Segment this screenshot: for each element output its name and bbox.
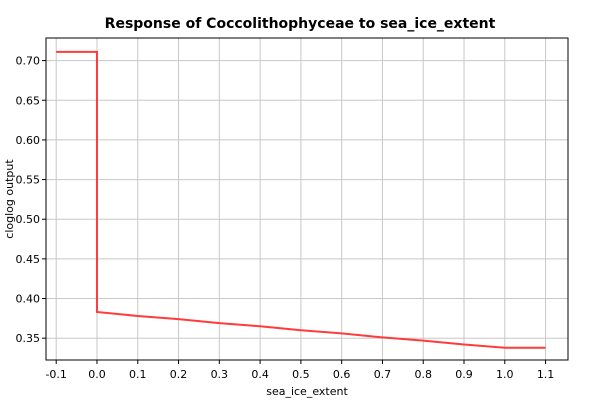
x-tick-label: 0.0	[88, 368, 106, 381]
x-tick-label: -0.1	[45, 368, 66, 381]
x-tick-label: 0.1	[129, 368, 147, 381]
y-axis-label: cloglog output	[3, 159, 16, 239]
x-tick-label: 0.5	[292, 368, 310, 381]
x-axis-label: sea_ice_extent	[266, 385, 348, 398]
x-tick-label: 0.2	[170, 368, 188, 381]
x-tick-label: 1.1	[537, 368, 555, 381]
grid	[46, 38, 568, 360]
response-curve	[56, 50, 546, 349]
x-tick-label: 0.9	[455, 368, 473, 381]
y-tick-label: 0.40	[16, 293, 41, 306]
x-tick-label: 0.3	[211, 368, 229, 381]
y-tick-label: 0.70	[16, 55, 41, 68]
x-tick-label: 0.6	[333, 368, 351, 381]
axis-ticks: -0.1 0.0 0.1 0.2 0.3 0.4 0.5 0.6 0.7 0.8 0.9 1.0 1.1…	[16, 55, 555, 381]
x-tick-label: 0.8	[414, 368, 432, 381]
x-tick-label: 1.0	[496, 368, 514, 381]
y-tick-label: 0.60	[16, 134, 41, 147]
y-tick-label: 0.45	[16, 253, 41, 266]
y-tick-label: 0.55	[16, 174, 41, 187]
plot-border	[45, 37, 569, 361]
y-tick-label: 0.50	[16, 213, 41, 226]
x-tick-label: 0.4	[251, 368, 269, 381]
y-tick-label: 0.65	[16, 94, 41, 107]
y-tick-label: 0.35	[16, 332, 41, 345]
chart-title: Response of Coccolithophyceae to sea_ice…	[105, 16, 496, 32]
series	[56, 50, 546, 349]
x-tick-label: 0.7	[374, 368, 392, 381]
plot-area	[46, 38, 568, 360]
